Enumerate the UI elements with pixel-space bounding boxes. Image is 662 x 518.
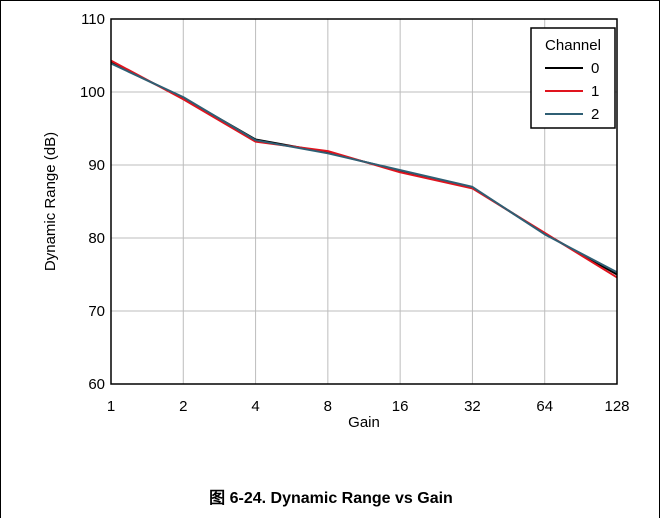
legend-title: Channel: [545, 37, 601, 54]
y-tick-label: 100: [80, 84, 105, 101]
series-lines: [110, 59, 618, 279]
legend-label-channel-2: 2: [591, 106, 599, 123]
legend-items: 0 1 2: [545, 60, 599, 123]
y-tick-label: 110: [81, 11, 105, 28]
series-line-channel-2: [110, 62, 618, 274]
y-axis-ticks: 60 70 80 90 100 110: [80, 11, 105, 393]
legend-label-channel-1: 1: [591, 83, 599, 100]
y-tick-label: 90: [88, 157, 105, 174]
legend-label-channel-0: 0: [591, 60, 599, 77]
y-axis-label: Dynamic Range (dB): [42, 132, 59, 271]
legend: Channel 0 1 2: [530, 27, 616, 129]
x-tick-label: 2: [179, 398, 187, 415]
y-tick-label: 80: [88, 230, 105, 247]
x-tick-label: 64: [536, 398, 553, 415]
x-tick-label: 8: [324, 398, 332, 415]
x-axis-label: Gain: [348, 414, 380, 431]
x-axis-ticks: 1 2 4 8 16 32 64 128: [107, 398, 630, 415]
x-tick-label: 16: [392, 398, 409, 415]
x-tick-label: 128: [604, 398, 629, 415]
x-tick-label: 4: [251, 398, 259, 415]
legend-box: [530, 27, 616, 129]
y-tick-label: 70: [88, 303, 105, 320]
figure-caption: 图 6-24. Dynamic Range vs Gain: [209, 490, 453, 507]
dynamic-range-chart: 60 70 80 90 100 110 1 2 4 8 16 32 64 128 Gain Dynami…: [42, 11, 630, 431]
x-tick-label: 1: [107, 398, 115, 415]
plot-area-border: [110, 18, 618, 385]
x-tick-label: 32: [464, 398, 481, 415]
y-tick-label: 60: [88, 376, 105, 393]
